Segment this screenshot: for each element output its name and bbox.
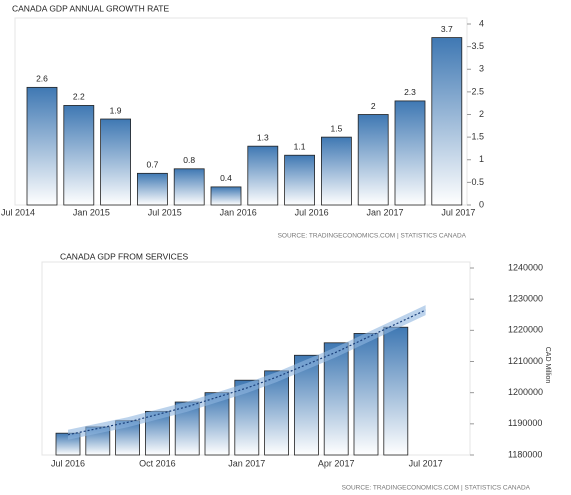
bar	[247, 145, 279, 206]
bar	[284, 154, 316, 206]
bar	[173, 168, 205, 206]
x-tick-label: Jul 2016	[295, 207, 329, 217]
x-tick-label: Jul 2017	[409, 458, 443, 468]
chart-title: CANADA GDP FROM SERVICES	[60, 251, 188, 261]
y-axis-label: CAD Million	[544, 347, 551, 384]
x-tick-label: Jan 2017	[228, 458, 265, 468]
trend-line	[67, 309, 426, 436]
y-tick-label: 2.5	[471, 86, 484, 96]
data-label: 0.4	[220, 173, 232, 183]
y-tick-label: 1240000	[508, 262, 543, 272]
data-label: 1.9	[110, 105, 122, 115]
source: SOURCE: TRADINGECONOMICS.COM | STATISTIC…	[342, 485, 531, 492]
data-label: 2.3	[404, 87, 416, 97]
x-tick-label: Jul 2015	[148, 207, 182, 217]
data-label: 1.5	[330, 123, 342, 133]
y-tick-label: 1200000	[508, 387, 543, 397]
y-tick-label: 1220000	[508, 325, 543, 335]
y-tick-label: 3	[479, 64, 484, 74]
bar	[323, 342, 349, 456]
data-label: 2	[371, 101, 376, 111]
bar	[100, 118, 131, 206]
data-label: 2.6	[36, 74, 48, 84]
bar	[383, 326, 409, 456]
data-label: 0.7	[146, 160, 158, 170]
x-tick-label: Jan 2017	[366, 207, 403, 217]
bar	[431, 37, 463, 206]
x-tick-label: Jan 2016	[220, 207, 257, 217]
x-tick-label: Jul 2017	[441, 207, 475, 217]
y-tick-label: 1230000	[508, 294, 543, 304]
source: SOURCE: TRADINGECONOMICS.COM | STATISTIC…	[278, 233, 467, 240]
bar	[26, 86, 58, 206]
bar	[357, 114, 389, 206]
bar	[210, 186, 242, 206]
trend-band	[68, 305, 426, 440]
x-tick-label: Oct 2016	[139, 458, 176, 468]
y-tick-label: 0	[479, 199, 484, 209]
data-label: 3.7	[441, 24, 453, 34]
data-label: 2.2	[73, 92, 85, 102]
y-tick-label: 1	[479, 154, 484, 164]
y-tick-label: 3.5	[471, 41, 484, 51]
bar	[320, 136, 352, 206]
chart-title: CANADA GDP ANNUAL GROWTH RATE	[12, 3, 169, 13]
x-tick-label: Apr 2017	[318, 458, 355, 468]
y-tick-label: 1180000	[508, 449, 542, 459]
bar	[394, 100, 426, 206]
y-tick-label: 1190000	[508, 418, 542, 428]
y-tick-label: 0.5	[471, 177, 484, 187]
x-tick-label: Jan 2015	[73, 207, 110, 217]
y-tick-label: 1.5	[471, 132, 484, 142]
y-tick-label: 1210000	[508, 356, 543, 366]
y-tick-label: 4	[479, 18, 484, 28]
x-tick-label: Jul 2016	[51, 458, 85, 468]
bar	[353, 333, 379, 456]
x-tick-label: Jul 2014	[1, 207, 35, 217]
bar	[136, 172, 168, 206]
bar	[63, 105, 95, 206]
y-tick-label: 2	[479, 109, 484, 119]
data-label: 1.1	[294, 141, 306, 151]
data-label: 0.8	[183, 155, 195, 165]
data-label: 1.3	[257, 132, 269, 142]
